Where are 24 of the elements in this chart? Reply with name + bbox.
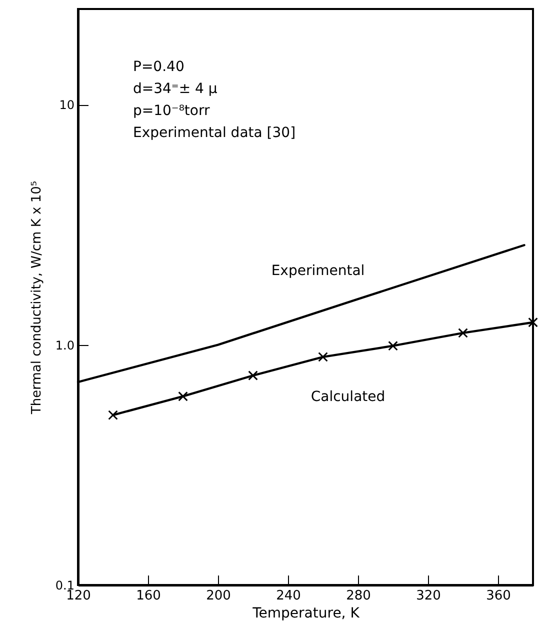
x-tick-label: 240 <box>276 588 301 604</box>
x-axis-title: Temperature, K <box>252 606 360 622</box>
point <box>248 370 258 380</box>
x-tick-label: 360 <box>486 588 511 604</box>
point <box>178 391 188 402</box>
point <box>108 410 118 420</box>
y-tick-label: 10 <box>59 98 74 112</box>
point <box>528 317 538 328</box>
point <box>318 352 328 362</box>
x-tick-label: 200 <box>206 588 231 604</box>
annotation: Experimental data [30] <box>133 125 296 141</box>
series-label: Experimental <box>271 263 365 280</box>
y-axis-title: Thermal conductivity, W/cm K x 10⁵ <box>29 180 44 416</box>
point <box>388 340 398 351</box>
x-tick-label: 160 <box>136 588 161 604</box>
x-tick-label: 280 <box>346 588 371 604</box>
y-tick-label: 1.0 <box>55 338 74 352</box>
series-label: Calculated <box>310 388 386 405</box>
annotation: p=10⁻⁸torr <box>133 103 210 119</box>
point <box>458 328 468 338</box>
x-tick-label: 120 <box>66 588 91 604</box>
annotation: P=0.40 <box>133 59 184 75</box>
annotation: d=34⁼± 4 μ <box>133 81 218 97</box>
x-tick-label: 320 <box>416 588 441 604</box>
